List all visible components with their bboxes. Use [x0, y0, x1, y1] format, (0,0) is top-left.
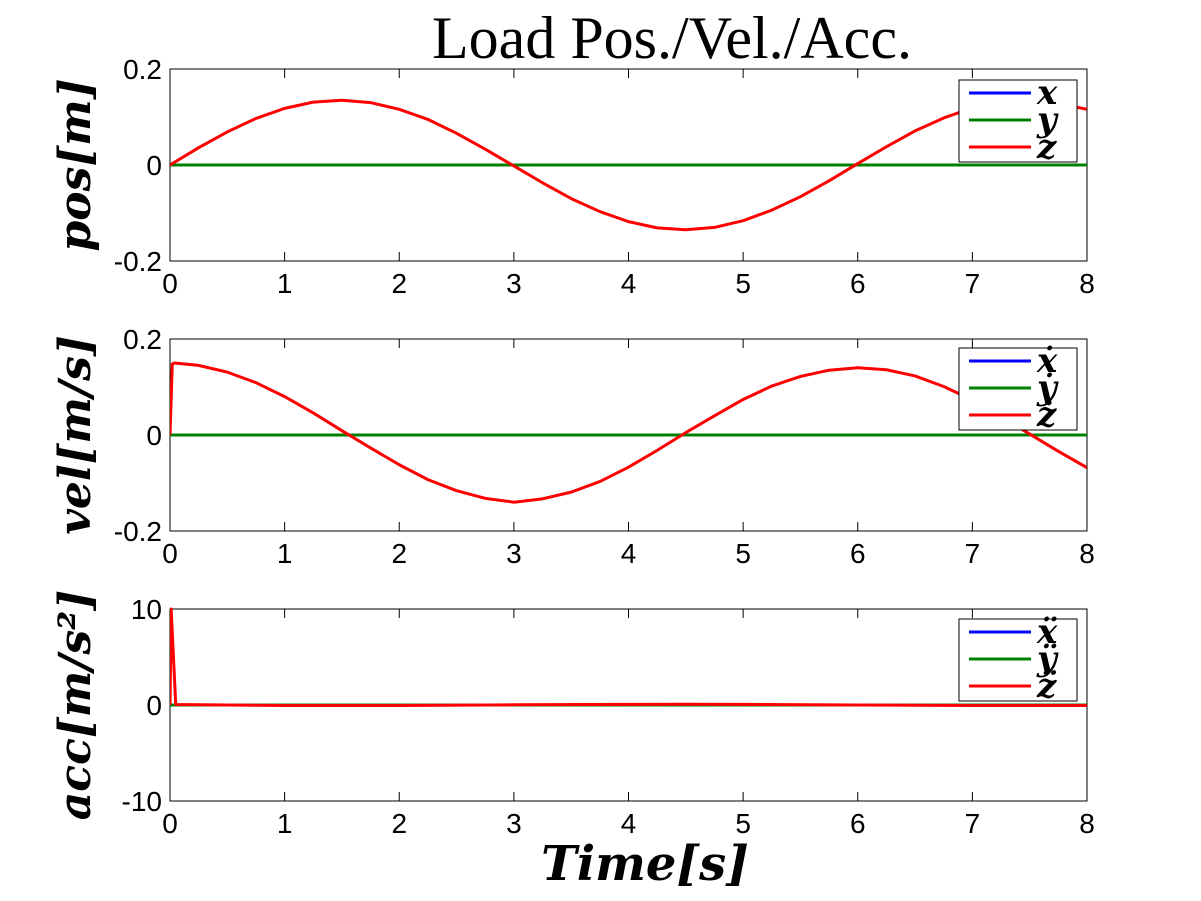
- x-tick-label: 2: [391, 538, 407, 569]
- y-axis-label: acc[m/s²]: [50, 590, 101, 820]
- x-tick-label: 8: [1079, 538, 1095, 569]
- y-tick-label: -0.2: [114, 516, 162, 547]
- y-axis-label: pos[m]: [50, 78, 101, 251]
- x-tick-label: 2: [391, 808, 407, 839]
- y-tick-label: 10: [131, 594, 162, 625]
- series-line-z: [170, 98, 1087, 232]
- y-tick-label: -0.2: [114, 246, 162, 277]
- series-line-z: [170, 361, 1087, 504]
- x-tick-label: 6: [850, 268, 866, 299]
- legend-entry-x: ẍ: [1036, 612, 1058, 652]
- legend: ẋẏż: [958, 341, 1078, 435]
- y-axis-label: vel[m/s]: [50, 335, 101, 534]
- x-tick-label: 8: [1079, 268, 1095, 299]
- x-tick-label: 7: [965, 538, 981, 569]
- y-tick-label: 0.2: [123, 54, 162, 85]
- x-tick-label: 0: [162, 268, 178, 299]
- series-line-z: [170, 607, 1087, 707]
- legend-entry-x: ẋ: [1036, 341, 1058, 381]
- x-tick-label: 1: [277, 268, 293, 299]
- legend-entry-z: z̈: [1036, 666, 1057, 706]
- x-tick-label: 7: [965, 808, 981, 839]
- legend-entry-y: ÿ: [1036, 639, 1059, 679]
- x-tick-label: 3: [506, 808, 522, 839]
- x-tick-label: 5: [735, 808, 751, 839]
- y-tick-label: 0: [146, 420, 162, 451]
- x-tick-label: 6: [850, 808, 866, 839]
- x-tick-label: 3: [506, 538, 522, 569]
- y-tick-label: 0.2: [123, 324, 162, 355]
- x-tick-label: 5: [735, 268, 751, 299]
- x-tick-label: 2: [391, 268, 407, 299]
- x-tick-label: 4: [621, 808, 637, 839]
- y-tick-label: 0: [146, 690, 162, 721]
- x-tick-label: 4: [621, 538, 637, 569]
- chart-title: Load Pos./Vel./Acc.: [432, 5, 912, 71]
- legend-entry-z: z: [1036, 127, 1057, 167]
- x-tick-label: 0: [162, 538, 178, 569]
- x-tick-label: 3: [506, 268, 522, 299]
- x-tick-label: 7: [965, 268, 981, 299]
- legend: ẍÿz̈: [958, 612, 1078, 706]
- legend-entry-x: x: [1036, 73, 1058, 113]
- legend-entry-y: ẏ: [1036, 368, 1059, 408]
- y-tick-label: -10: [122, 786, 162, 817]
- legend-entry-z: ż: [1036, 395, 1057, 435]
- legend: xyz: [958, 73, 1078, 167]
- x-tick-label: 1: [277, 808, 293, 839]
- x-tick-label: 4: [621, 268, 637, 299]
- x-tick-label: 5: [735, 538, 751, 569]
- x-axis-label: Time[s]: [541, 836, 749, 892]
- legend-entry-y: y: [1036, 100, 1059, 140]
- y-tick-label: 0: [146, 150, 162, 181]
- x-tick-label: 8: [1079, 808, 1095, 839]
- x-tick-label: 0: [162, 808, 178, 839]
- x-tick-label: 6: [850, 538, 866, 569]
- x-tick-label: 1: [277, 538, 293, 569]
